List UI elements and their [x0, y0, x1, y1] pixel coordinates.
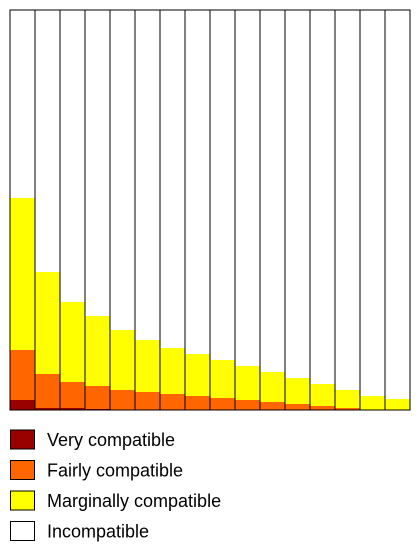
- legend-swatch: [10, 521, 35, 541]
- bar-segment: [260, 10, 285, 372]
- bar-segment: [60, 302, 85, 382]
- bar-segment: [135, 392, 160, 410]
- bar-segment: [160, 348, 185, 394]
- bar-outline: [384, 9, 411, 411]
- legend-swatch: [10, 460, 35, 480]
- bar-segment: [310, 10, 335, 384]
- bar-segment: [285, 378, 310, 404]
- legend-label: Fairly compatible: [47, 460, 183, 480]
- bar-segment: [385, 399, 410, 410]
- bar-segment: [110, 330, 135, 390]
- bar-segment: [210, 10, 235, 360]
- bar-segment: [235, 400, 260, 410]
- bar-segment: [235, 366, 260, 400]
- bar-segment: [260, 402, 285, 410]
- bar-segment: [85, 386, 110, 409]
- legend-label: Very compatible: [47, 430, 175, 450]
- bar-segment: [35, 374, 60, 408]
- bar-segment: [185, 396, 210, 410]
- bar-segment: [285, 10, 310, 378]
- bar-segment: [235, 10, 260, 366]
- bar-segment: [110, 10, 135, 330]
- bar-segment: [310, 384, 335, 406]
- bar-segment: [35, 10, 60, 272]
- bar-segment: [60, 408, 85, 410]
- bar-segment: [160, 394, 185, 410]
- bar-segment: [310, 406, 335, 410]
- bar-segment: [10, 10, 35, 198]
- bar-segment: [135, 10, 160, 340]
- bar-segment: [335, 390, 360, 408]
- bar-segment: [385, 10, 410, 399]
- bar-segment: [210, 398, 235, 410]
- bar-segment: [135, 340, 160, 392]
- bar-segment: [185, 354, 210, 396]
- bar-segment: [85, 10, 110, 316]
- bar-segment: [60, 382, 85, 408]
- legend-label: Marginally compatible: [47, 491, 221, 511]
- bar-segment: [35, 272, 60, 374]
- bar-segment: [260, 372, 285, 402]
- bar-segment: [110, 390, 135, 410]
- bar-segment: [35, 408, 60, 410]
- bar-segment: [210, 360, 235, 398]
- bar-segment: [335, 10, 360, 390]
- bar-segment: [60, 10, 85, 302]
- bar-segment: [85, 316, 110, 386]
- bar-segment: [10, 400, 35, 410]
- bar-segment: [160, 10, 185, 348]
- bar-segment: [185, 10, 210, 354]
- legend-label: Incompatible: [47, 521, 149, 541]
- legend-swatch: [10, 490, 35, 511]
- bar-segment: [285, 404, 310, 410]
- legend-swatch: [10, 429, 35, 450]
- bar-segment: [360, 10, 385, 396]
- bar-segment: [335, 408, 360, 410]
- bar-segment: [10, 350, 35, 400]
- bar-segment: [360, 396, 385, 410]
- bar-segment: [10, 198, 35, 350]
